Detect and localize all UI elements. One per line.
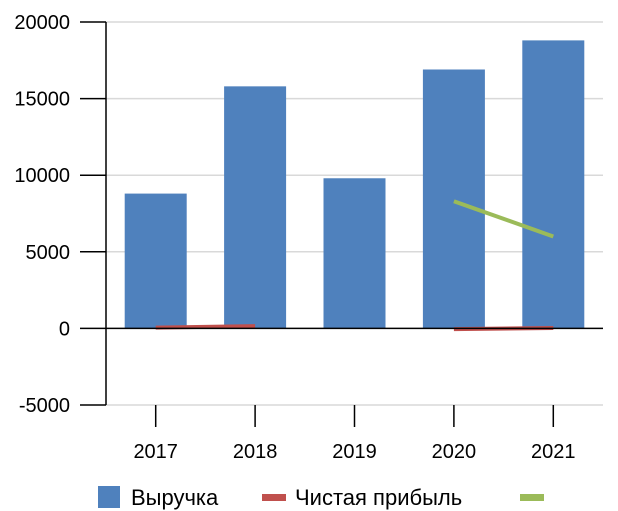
x-tick-label: 2021 xyxy=(531,441,576,463)
legend-swatch-0 xyxy=(98,486,120,508)
legend-swatch-2 xyxy=(520,494,544,501)
legend-label-0: Выручка xyxy=(131,485,219,510)
legend-swatch-1 xyxy=(262,494,286,501)
gridlines xyxy=(106,21,603,406)
x-tick-label: 2020 xyxy=(432,441,477,463)
series-2-segment xyxy=(453,199,554,239)
y-tick-label: 5000 xyxy=(26,242,71,264)
x-tick-label: 2017 xyxy=(133,441,178,463)
axes xyxy=(80,21,603,427)
legend: Выручка Чистая прибыль xyxy=(98,485,544,510)
bar-2021 xyxy=(522,40,585,329)
y-tick-label: 10000 xyxy=(14,165,70,187)
bar-2017 xyxy=(124,193,187,329)
bars xyxy=(124,40,585,329)
x-tick-labels: 2017 2018 2019 2020 2021 xyxy=(133,441,575,463)
x-tick-label: 2018 xyxy=(233,441,278,463)
y-tick-labels: -5000 0 5000 10000 15000 20000 xyxy=(14,12,70,417)
y-tick-label: -5000 xyxy=(19,395,70,417)
y-tick-label: 0 xyxy=(59,318,70,340)
bar-2020 xyxy=(422,69,485,329)
y-tick-label: 15000 xyxy=(14,89,70,111)
legend-label-1: Чистая прибыль xyxy=(295,485,462,510)
series-1-segment xyxy=(155,324,256,330)
y-tick-label: 20000 xyxy=(14,12,70,34)
x-tick-label: 2019 xyxy=(332,441,377,463)
bar-2018 xyxy=(224,86,287,329)
bar-2019 xyxy=(323,178,386,329)
